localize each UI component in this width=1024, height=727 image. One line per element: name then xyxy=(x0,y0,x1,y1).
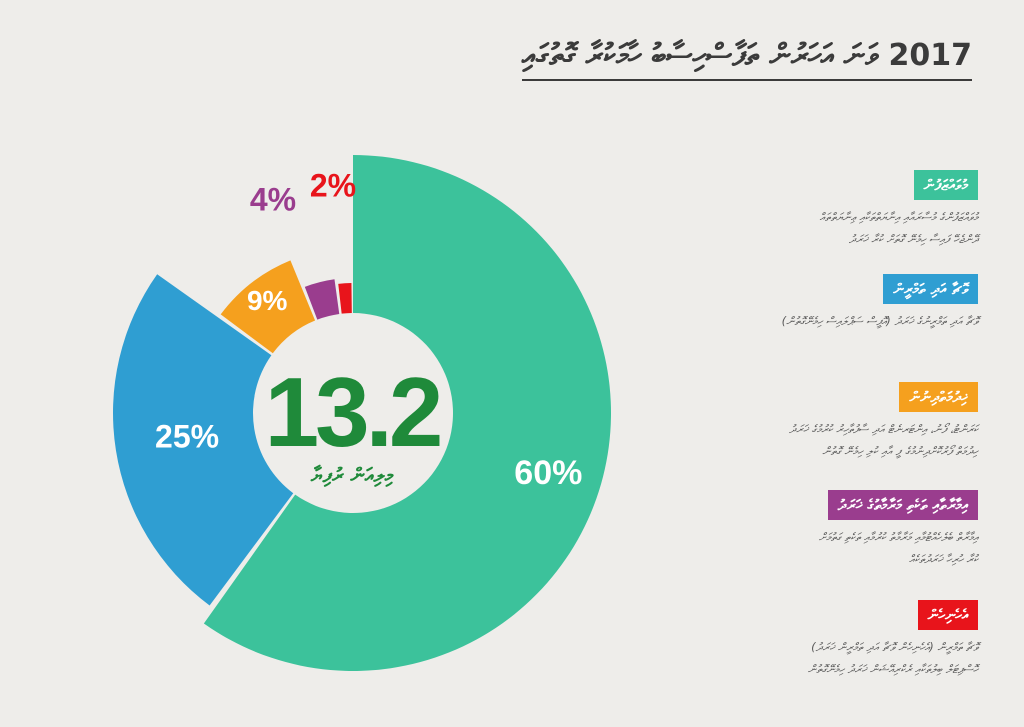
legend-tag: އިމާރާތާއި ތަކެތި މަރާމާތުގެ ޚަރަދު xyxy=(827,490,978,520)
legend-description: އިމާރާތް ބެލެހެއްޓުމާއި މަރާމާތު ކުރުމާއ… xyxy=(819,526,978,570)
pie-slice xyxy=(304,279,340,320)
center-label: މިލިއަން ރުފިޔާ xyxy=(310,463,394,488)
legend-description-line: ކަރަންޓު، ފޯނު، އިންޓަރނެޓް އަދި ސާފުތާހ… xyxy=(789,422,978,436)
legend-description-line: މުވައްޒަފުންގެ މުސާރައާއި އިނާޔަތްތަކާއި… xyxy=(819,210,978,224)
donut-chart: 13.2 މިލިއަން ރުފިޔާ 60% 25% 9% 4% 2% xyxy=(113,155,612,671)
pie-slice xyxy=(220,260,316,354)
legend-item: ޚިދުމަތްދިނުން ކަރަންޓު، ފޯނު، އިންޓަރނެޓ… xyxy=(789,382,978,462)
legend-description-line: ދޭންޖެހޭ ފައިސާ ހިމެނޭ ގޮތަށް ކުރާ ޚަރަދ… xyxy=(848,232,978,246)
legend-item: ވޮޗާ އަދި ތަމްރީން ވޮޗާ އަދި ތަމްރީނުގެ ޚ… xyxy=(782,274,978,332)
legend-description-line: ވޮޗާ އަދި ތަމްރީނުގެ ޚަރަދު (އޮފީސް ސަޕް… xyxy=(781,314,978,328)
legend-description-line: ކުރާ ހުރިހާ ޚަރަދުތަކެއް xyxy=(908,552,978,566)
pie-slice xyxy=(338,283,352,314)
center-value: 13.2 xyxy=(265,357,440,467)
slice-label: 25% xyxy=(155,419,219,455)
donut-hole xyxy=(259,319,447,507)
legend-tag: މުވައްޒަފުން xyxy=(913,170,978,200)
legend-tag: ވޮޗާ އަދި ތަމްރީން xyxy=(883,274,978,304)
pie-slice xyxy=(113,274,294,606)
legend-description-line: ވޮޗާ ތަމްރީން (އެހެނިހެން ވޮޗާ އަދި ތަމް… xyxy=(811,640,978,654)
legend-description-line: އިމާރާތް ބެލެހެއްޓުމާއި މަރާމާތު ކުރުމާއ… xyxy=(818,530,978,544)
legend-tag: އެހެނިހެން xyxy=(917,600,978,630)
slice-label: 60% xyxy=(514,454,582,492)
legend-description: ކަރަންޓު، ފޯނު، އިންޓަރނެޓް އަދި ސާފުތާހ… xyxy=(789,418,978,462)
legend-description: ވޮޗާ އަދި ތަމްރީނުގެ ޚަރަދު (އޮފީސް ސަޕް… xyxy=(782,310,978,332)
legend-description: މުވައްޒަފުންގެ މުސާރައާއި އިނާޔަތްތަކާއި… xyxy=(819,206,978,250)
slice-label: 2% xyxy=(310,167,356,203)
legend-description: ވޮޗާ ތަމްރީން (އެހެނިހެން ވޮޗާ އަދި ތަމް… xyxy=(808,636,978,680)
slice-label: 4% xyxy=(250,181,296,217)
legend-item: އެހެނިހެން ވޮޗާ ތަމްރީން (އެހެނިހެން ވޮޗާ… xyxy=(808,600,978,680)
legend-item: އިމާރާތާއި ތަކެތި މަރާމާތުގެ ޚަރަދު އިމާރ… xyxy=(819,490,978,570)
legend-description-line: ހޮސްޕިޓަލް ބިލުތަކާއި ރެކްރިއޭޝަން ޚަރަދ… xyxy=(807,662,978,676)
legend-item: މުވައްޒަފުން މުވައްޒަފުންގެ މުސާރައާއި އި… xyxy=(819,170,978,250)
slice-label: 9% xyxy=(247,285,288,316)
legend-description-line: ހިދުމަތް ފޯރުކޮށްދިނުމުގެ ފީ އާއި ކުލި ހ… xyxy=(822,444,978,458)
pie-slice xyxy=(203,155,612,671)
legend-tag: ޚިދުމަތްދިނުން xyxy=(899,382,978,412)
chart-title: 2017 ވަނަ އަހަރުން ތަފާސްހިސާބު ހާމަކުރާ… xyxy=(521,38,972,81)
